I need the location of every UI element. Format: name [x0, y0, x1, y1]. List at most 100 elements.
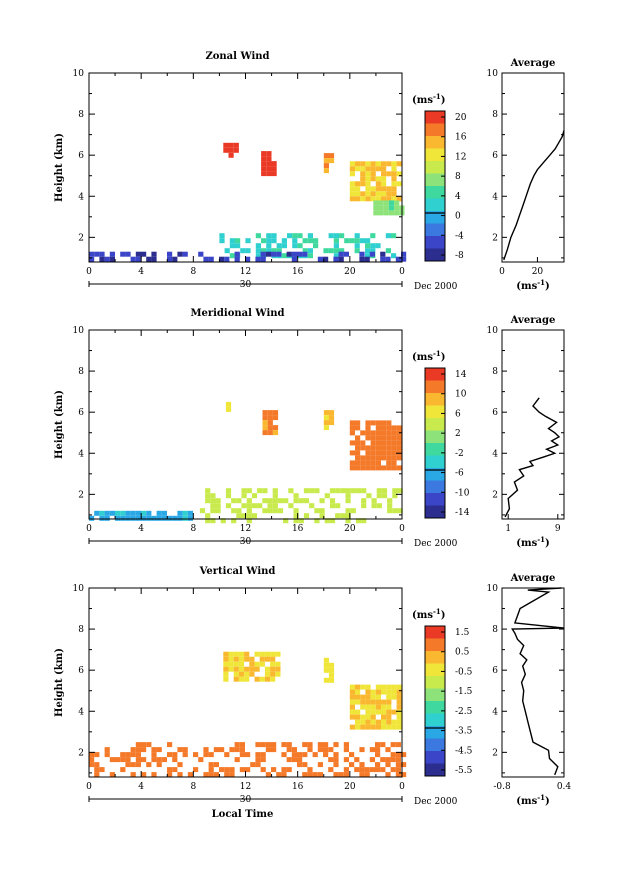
heatmap-cell: [381, 699, 387, 705]
profile-x-tick-label: 20: [532, 267, 544, 277]
heatmap-cell: [361, 518, 367, 524]
heatmap-cell: [391, 196, 397, 202]
heatmap-cell: [355, 196, 361, 202]
heatmap-cell: [238, 666, 245, 672]
heatmap-cell: [386, 699, 392, 705]
heatmap-cell: [266, 161, 272, 167]
heatmap-cell: [386, 450, 392, 456]
heatmap-cell: [208, 752, 214, 758]
heatmap-cell: [291, 747, 297, 753]
heatmap-cell: [355, 699, 361, 705]
heatmap-cell: [266, 248, 272, 254]
heatmap-cell: [223, 671, 229, 677]
heatmap-cell: [210, 503, 216, 509]
heatmap-cell: [349, 238, 355, 244]
heatmap-cell: [360, 440, 366, 446]
heatmap-cell: [260, 752, 266, 758]
heatmap-cell: [395, 742, 401, 748]
heatmap-cell: [302, 772, 308, 778]
heatmap-cell: [156, 762, 162, 768]
profile-x-tick-label: 0.4: [557, 782, 572, 792]
heatmap-cell: [343, 251, 349, 257]
heatmap-cell: [323, 747, 329, 753]
heatmap-cell: [365, 719, 371, 725]
heatmap-cell: [387, 498, 393, 504]
heatmap-cell: [361, 488, 367, 494]
heatmap-cell: [350, 508, 356, 514]
profile-x-tick-label: 0: [499, 267, 505, 277]
colorbar-tick-label: -14: [455, 508, 470, 518]
heatmap-cell: [99, 251, 105, 257]
heatmap-cell: [386, 430, 392, 436]
colorbar-swatch: [425, 480, 445, 494]
heatmap-cell: [156, 757, 162, 763]
colorbar-tick-label: 16: [455, 133, 467, 143]
heatmap-cell: [262, 410, 268, 416]
heatmap-cell: [394, 210, 400, 216]
heatmap-cell: [381, 488, 388, 494]
heatmap-cell: [271, 767, 277, 773]
heatmap-cell: [365, 243, 371, 249]
heatmap-cell: [391, 719, 397, 725]
heatmap-cell: [208, 256, 214, 262]
heatmap-cell: [395, 772, 401, 778]
colorbar-frame: [424, 625, 446, 777]
heatmap-cell: [328, 757, 334, 763]
heatmap-cell: [381, 689, 387, 695]
x-tick-label: 0: [86, 782, 92, 792]
heatmap-cell: [234, 256, 240, 262]
heatmap-cell: [391, 684, 397, 690]
heatmap-cell: [373, 210, 379, 216]
heatmap-cell: [307, 772, 313, 778]
heatmap-cell: [291, 251, 297, 257]
profile-frame: [501, 72, 565, 263]
colorbar-swatch: [425, 726, 445, 739]
heatmap-cell: [205, 498, 211, 504]
heatmap-cell: [267, 508, 273, 514]
x-tick-label: 20: [344, 267, 356, 277]
heatmap-cell: [386, 435, 392, 441]
heatmap-cell: [338, 772, 344, 778]
heatmap-cell: [291, 256, 297, 262]
heatmap-cell: [375, 176, 381, 182]
heatmap-cell: [328, 153, 335, 159]
heatmap-cell: [233, 666, 239, 672]
heatmap-cell: [395, 757, 401, 763]
colorbar-tick-label: 14: [455, 370, 467, 380]
heatmap-cell: [397, 508, 403, 514]
profile-title: Average: [510, 573, 556, 584]
heatmap-cell: [361, 498, 367, 504]
heatmap-cell: [167, 515, 173, 521]
heatmap-cell: [266, 238, 272, 244]
heatmap-cell: [156, 747, 162, 753]
heatmap-cell: [172, 752, 178, 758]
heatmap-cell: [238, 671, 245, 677]
heatmap-cell: [135, 757, 141, 763]
profile-line: [503, 130, 565, 261]
heatmap-cell: [236, 498, 242, 504]
heatmap-cell: [349, 752, 355, 758]
heatmap-cell: [388, 200, 395, 206]
heatmap-cell: [245, 256, 251, 262]
heatmap-cell: [104, 747, 110, 753]
heatmap-cell: [370, 430, 376, 436]
heatmap-cell: [375, 699, 381, 705]
heatmap-cell: [380, 767, 386, 773]
colorbar-swatch: [425, 651, 445, 664]
heatmap-cell: [307, 767, 313, 773]
heatmap-cell: [260, 251, 266, 257]
heatmap-cell: [370, 243, 376, 249]
heatmap-cell: [323, 420, 329, 426]
x-tick-label: 4: [138, 524, 144, 534]
heatmap-cell: [213, 747, 219, 753]
colorbar-tick-label: -2: [455, 449, 464, 459]
heatmap-cell: [275, 666, 281, 672]
heatmap-cell: [312, 752, 318, 758]
profile-y-tick-label: 10: [487, 326, 499, 336]
heatmap-cell: [104, 256, 110, 262]
heatmap-cell: [335, 488, 341, 494]
heatmap-cell: [329, 518, 336, 524]
heatmap-cell: [231, 498, 237, 504]
heatmap-cell: [99, 256, 105, 262]
heatmap-cell: [255, 248, 261, 254]
